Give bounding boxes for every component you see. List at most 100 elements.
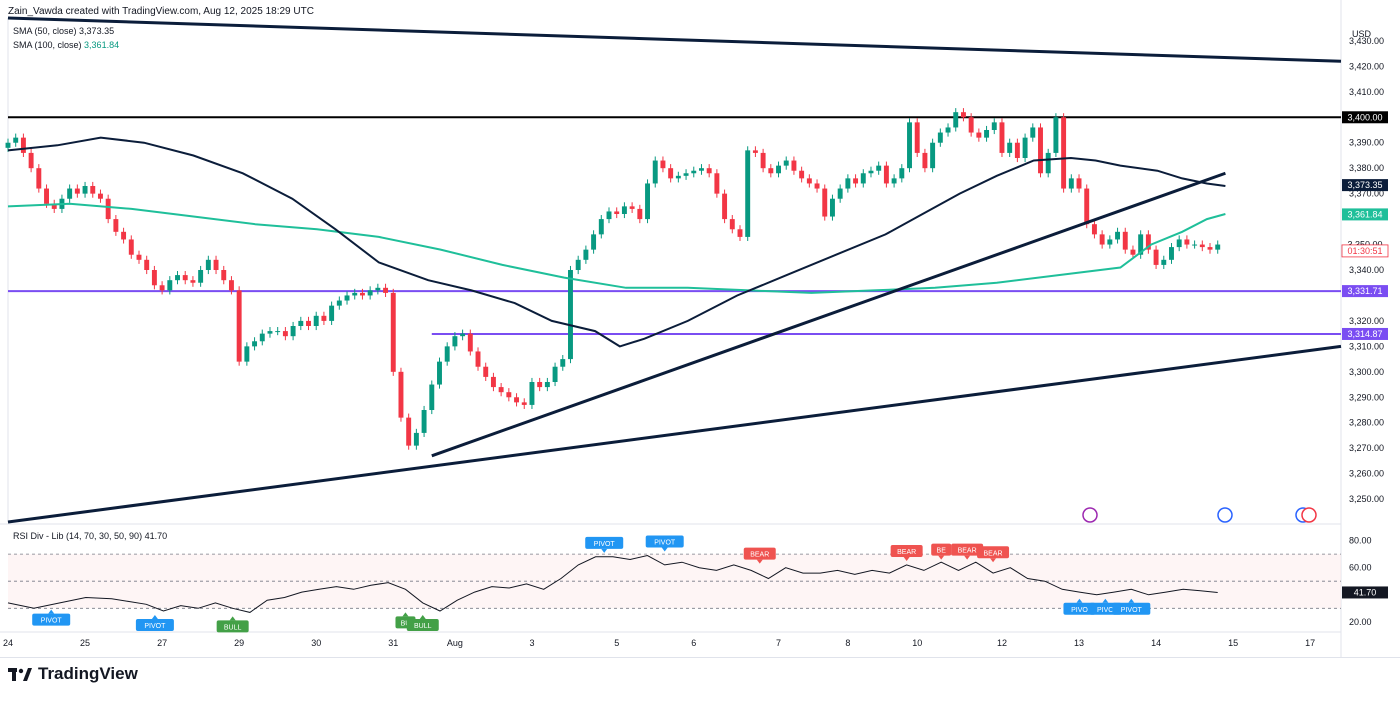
- candle-body: [390, 292, 396, 372]
- candle-body: [899, 168, 905, 179]
- candle-body: [953, 112, 959, 128]
- rsi-tick-label: 60.00: [1349, 563, 1372, 573]
- sma100-value: 3,361.84: [84, 40, 120, 50]
- candle-body: [121, 231, 127, 240]
- candle-body: [591, 234, 597, 250]
- sma50-value: 3,373.35: [79, 26, 115, 36]
- signal-pivot: PIVOT: [585, 536, 624, 553]
- sma100-legend[interactable]: SMA (100, close) 3,361.84: [13, 40, 119, 50]
- signal-box: [645, 535, 684, 548]
- sma50-legend[interactable]: SMA (50, close) 3,373.35: [13, 26, 114, 36]
- candle-body: [937, 132, 943, 143]
- candle-body: [1184, 239, 1190, 245]
- candle-body: [930, 142, 936, 169]
- rsi-tick-label: 20.00: [1349, 617, 1372, 627]
- candle-body: [5, 142, 11, 148]
- rsi-current-label: 41.70: [1342, 586, 1388, 599]
- price-label-text: 3,361.84: [1347, 209, 1382, 219]
- candle-body: [1045, 152, 1051, 174]
- candle-body: [691, 170, 697, 174]
- candle-body: [498, 387, 504, 393]
- candle-body: [252, 341, 258, 347]
- candle-body: [398, 371, 404, 418]
- sma100-label: SMA (100, close): [13, 40, 82, 50]
- candle-body: [560, 359, 566, 367]
- signal-bull: BULL: [406, 615, 439, 632]
- candle-body: [1199, 244, 1205, 248]
- signal-text: PIVO: [1097, 607, 1114, 614]
- signal-pivot: PIVOT: [135, 615, 174, 632]
- signal-text: BULL: [414, 623, 432, 630]
- rsi-value-legend: 41.70: [144, 531, 168, 541]
- candle-body: [413, 432, 419, 446]
- candle-body: [791, 160, 797, 171]
- time-tick-label: 24: [3, 638, 13, 648]
- tradingview-logo[interactable]: TradingView: [8, 664, 138, 684]
- signal-pointer: [402, 612, 409, 617]
- candle-body: [1176, 239, 1182, 248]
- candle-body: [1076, 178, 1082, 189]
- signal-pointer: [419, 615, 426, 620]
- time-tick-label: 15: [1228, 638, 1238, 648]
- candle-body: [621, 206, 627, 214]
- candle-body: [460, 333, 466, 337]
- candle-body: [151, 270, 157, 286]
- candle-body: [814, 183, 820, 189]
- candle-body: [144, 259, 150, 270]
- candle-body: [344, 295, 350, 301]
- signal-bear: BEAR: [890, 544, 923, 561]
- candle-body: [336, 300, 342, 306]
- candle-body: [1022, 137, 1028, 158]
- signal-box: [1063, 602, 1096, 615]
- signal-pivot: PIVO: [1063, 598, 1096, 615]
- candle-body: [275, 331, 281, 333]
- time-tick-label: 3: [529, 638, 534, 648]
- candle-body: [51, 203, 57, 209]
- candle-body: [329, 305, 335, 321]
- candle-body: [868, 170, 874, 174]
- price-tick-label: 3,270.00: [1349, 443, 1384, 453]
- candle-body: [891, 178, 897, 184]
- candle-body: [483, 366, 489, 377]
- time-tick-label: 13: [1074, 638, 1084, 648]
- rsi-legend[interactable]: RSI Div - Lib (14, 70, 30, 50, 90) 41.70: [13, 531, 167, 541]
- candle-body: [1099, 234, 1105, 245]
- signal-bear: BEAR: [977, 546, 1010, 563]
- signal-pointer: [990, 558, 997, 563]
- price-tick-label: 3,340.00: [1349, 265, 1384, 275]
- chart-credit: Zain_Vawda created with TradingView.com,…: [8, 6, 314, 17]
- candle-body: [606, 211, 612, 220]
- candle-body: [267, 331, 273, 334]
- candle-body: [537, 382, 543, 388]
- candle-body: [544, 382, 550, 388]
- rsi-tick-label: 80.00: [1349, 536, 1372, 546]
- signal-box: [216, 620, 249, 633]
- currency-label: USD: [1352, 29, 1372, 39]
- candle-body: [105, 198, 111, 220]
- price-label-text: 3,373.35: [1347, 180, 1382, 190]
- candle-body: [722, 193, 728, 220]
- price-tick-label: 3,320.00: [1349, 316, 1384, 326]
- candle-body: [190, 280, 196, 283]
- tradingview-logo-icon: [8, 667, 32, 681]
- candle-body: [699, 168, 704, 171]
- candle-body: [290, 326, 296, 337]
- candle-body: [598, 219, 604, 235]
- candle-body: [13, 137, 19, 143]
- event-flag-icon: [1082, 507, 1098, 523]
- event-flag-icon: [1217, 507, 1233, 523]
- candle-body: [213, 259, 219, 270]
- signal-text: BULL: [224, 624, 242, 631]
- candle-body: [306, 320, 311, 326]
- candle-body: [760, 152, 766, 169]
- candle-body: [660, 160, 666, 169]
- signal-pointer: [964, 555, 971, 560]
- signal-box: [743, 547, 776, 560]
- candle-body: [652, 160, 658, 184]
- time-tick-label: 8: [845, 638, 850, 648]
- rsi-label: RSI Div - Lib (14, 70, 30, 50, 90): [13, 531, 143, 541]
- signal-text: PIVO: [1071, 607, 1088, 614]
- signal-pointer: [1102, 598, 1109, 603]
